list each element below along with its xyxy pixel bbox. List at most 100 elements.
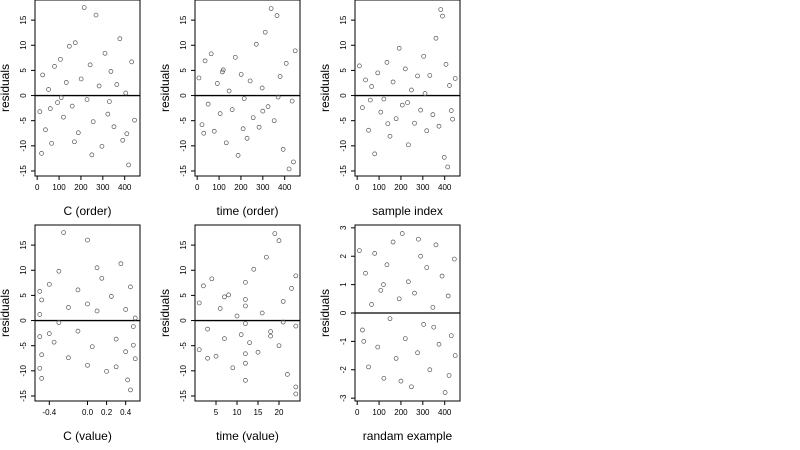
data-point xyxy=(381,282,386,287)
x-tick-label: 400 xyxy=(438,408,452,417)
data-point xyxy=(37,334,43,339)
y-tick-label: 0 xyxy=(179,318,188,323)
data-point xyxy=(293,391,299,397)
data-point xyxy=(272,231,278,236)
x-tick-label: 200 xyxy=(394,408,408,417)
data-point xyxy=(286,166,292,172)
y-tick-label: -10 xyxy=(179,139,188,151)
y-axis-label: residuals xyxy=(318,64,332,112)
data-point xyxy=(271,118,277,124)
y-tick-label: 5 xyxy=(339,68,348,73)
data-point xyxy=(418,107,423,113)
y-tick-label: 5 xyxy=(179,293,188,298)
x-axis-label: C (value) xyxy=(63,429,112,443)
data-point xyxy=(96,83,102,89)
data-point xyxy=(268,333,273,339)
data-point xyxy=(111,124,117,130)
data-point xyxy=(56,320,62,325)
data-point xyxy=(244,135,250,141)
data-point xyxy=(89,344,95,350)
y-tick-label: -10 xyxy=(19,364,28,376)
x-tick-label: 0 xyxy=(355,183,360,192)
x-axis-label: sample index xyxy=(372,204,443,218)
data-point xyxy=(75,287,81,293)
data-point xyxy=(387,316,393,322)
data-point xyxy=(114,82,120,87)
data-point xyxy=(265,104,271,109)
data-point xyxy=(357,248,362,253)
data-point xyxy=(201,283,206,289)
x-tick-label: 100 xyxy=(212,183,226,192)
y-tick-label: -10 xyxy=(339,139,348,151)
data-point xyxy=(120,137,126,143)
data-point xyxy=(232,54,238,60)
data-point xyxy=(440,13,445,19)
data-point xyxy=(99,275,105,281)
data-point xyxy=(85,362,90,368)
data-point xyxy=(39,297,45,303)
y-tick-label: -5 xyxy=(339,117,348,125)
data-point xyxy=(378,287,384,293)
x-axis-label: C (order) xyxy=(63,204,111,218)
data-point xyxy=(229,107,235,112)
plot-frame xyxy=(354,0,461,177)
y-tick-label: 10 xyxy=(179,265,188,274)
y-tick-label: -10 xyxy=(19,139,28,151)
data-point xyxy=(442,390,448,395)
data-point xyxy=(384,262,390,268)
data-point xyxy=(274,13,280,18)
data-point xyxy=(402,336,408,341)
data-point xyxy=(433,242,439,248)
data-point xyxy=(360,327,365,333)
data-point xyxy=(241,96,247,101)
data-point xyxy=(128,387,133,393)
data-point xyxy=(78,76,84,82)
data-point xyxy=(289,286,294,291)
data-point xyxy=(396,296,402,302)
data-point xyxy=(427,367,433,373)
y-tick-label: -5 xyxy=(19,117,28,125)
data-point xyxy=(123,307,129,312)
y-tick-label: 5 xyxy=(19,68,28,73)
data-point xyxy=(211,128,217,134)
data-point xyxy=(75,328,81,334)
data-point xyxy=(108,69,114,74)
y-tick-label: -15 xyxy=(19,165,28,177)
data-point xyxy=(47,106,53,111)
y-tick-label: -3 xyxy=(339,394,348,402)
data-point xyxy=(66,305,71,310)
data-point xyxy=(255,349,261,355)
data-point xyxy=(196,300,202,306)
data-point xyxy=(412,120,417,126)
data-point xyxy=(58,95,64,100)
data-point xyxy=(363,77,368,83)
data-point xyxy=(367,97,373,103)
y-tick-label: 5 xyxy=(179,68,188,73)
data-point xyxy=(196,347,202,353)
data-point xyxy=(390,79,396,85)
data-point xyxy=(399,102,405,108)
data-point xyxy=(40,72,46,78)
x-tick-label: 400 xyxy=(278,183,292,192)
data-point xyxy=(199,122,205,128)
y-tick-label: 10 xyxy=(19,40,28,49)
data-point xyxy=(366,364,371,370)
y-tick-label: 2 xyxy=(339,253,348,258)
data-point xyxy=(90,119,96,125)
data-point xyxy=(46,331,52,336)
data-point xyxy=(280,146,286,152)
data-point xyxy=(448,108,454,113)
data-point xyxy=(234,313,240,319)
data-point xyxy=(276,238,282,243)
y-axis-label: residuals xyxy=(158,64,172,112)
data-point xyxy=(268,6,274,11)
data-point xyxy=(276,343,282,349)
data-point xyxy=(390,239,396,245)
plot-frame xyxy=(34,224,141,402)
data-point xyxy=(37,365,43,371)
y-tick-label: -15 xyxy=(179,165,188,177)
y-tick-label: -5 xyxy=(19,342,28,350)
data-point xyxy=(415,350,420,356)
x-tick-label: 300 xyxy=(256,183,270,192)
data-point xyxy=(399,231,405,236)
